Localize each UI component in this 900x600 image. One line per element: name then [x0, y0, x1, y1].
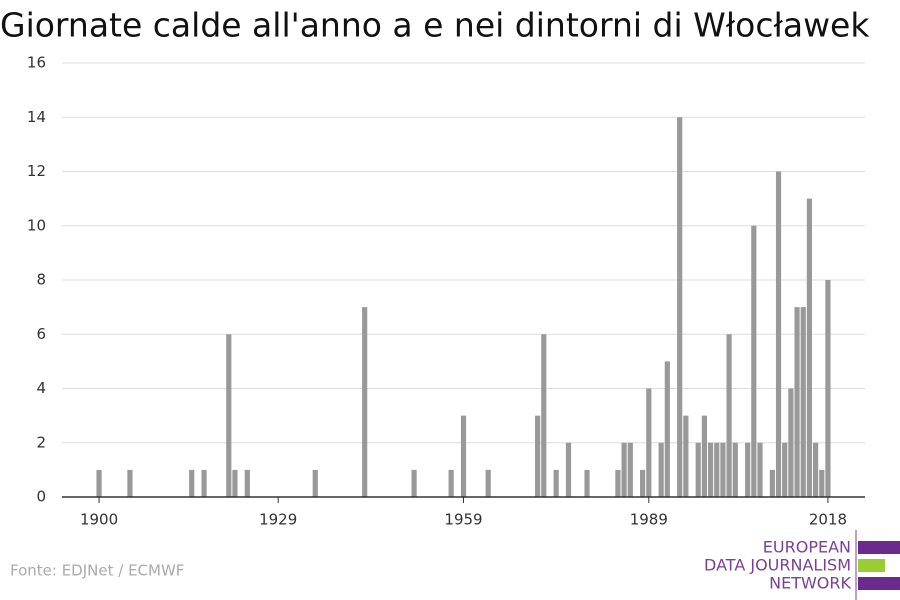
bar	[701, 415, 707, 497]
bar	[745, 442, 751, 497]
bar	[769, 469, 775, 497]
logo-bar	[858, 541, 900, 554]
bar	[812, 442, 819, 497]
bar	[485, 469, 491, 497]
bar	[720, 442, 726, 497]
y-tick-label: 8	[36, 271, 46, 289]
bar	[677, 117, 683, 497]
x-tick-label: 1989	[630, 511, 668, 529]
bar	[707, 442, 714, 497]
x-tick-label: 1929	[259, 511, 297, 529]
bar	[244, 469, 250, 497]
bar	[621, 442, 627, 497]
bar	[201, 469, 207, 497]
y-tick-label: 10	[27, 216, 46, 234]
bar	[226, 334, 232, 497]
bar	[535, 415, 541, 497]
bar	[800, 307, 806, 497]
bar	[819, 469, 825, 497]
bar	[646, 388, 652, 497]
bar	[189, 469, 195, 497]
bar	[640, 469, 646, 497]
logo-bar	[858, 559, 885, 572]
y-tick-label: 4	[36, 379, 46, 397]
bar	[541, 334, 547, 497]
y-tick-label: 16	[27, 54, 46, 72]
logo-text: EUROPEAN	[763, 538, 851, 557]
bar	[788, 388, 794, 497]
bar	[553, 469, 559, 497]
source: Fonte: EDJNet / ECMWF	[10, 562, 184, 580]
bar	[732, 442, 738, 497]
bar	[312, 469, 318, 497]
bar	[726, 334, 732, 497]
bar	[411, 469, 417, 497]
x-tick-label: 1959	[444, 511, 482, 529]
bar	[127, 469, 133, 497]
bar	[714, 442, 720, 497]
bar	[806, 198, 813, 497]
bar	[757, 442, 763, 497]
y-tick-label: 12	[27, 162, 46, 180]
bar	[683, 415, 689, 497]
bar	[695, 442, 701, 497]
bar	[96, 469, 102, 497]
bar	[751, 225, 757, 497]
bar	[627, 442, 633, 497]
y-tick-label: 14	[27, 108, 46, 126]
bar	[565, 442, 572, 497]
x-tick-label: 1900	[80, 511, 118, 529]
logo-text: DATA JOURNALISM	[704, 556, 851, 575]
bar	[825, 280, 831, 497]
bar	[775, 171, 782, 497]
bar	[794, 307, 800, 497]
chart-title: Giornate calde all'anno a e nei dintorni…	[0, 6, 870, 45]
x-tick-label: 2018	[809, 511, 847, 529]
bar	[658, 442, 664, 497]
logo-bar	[858, 577, 900, 590]
bar	[460, 415, 467, 497]
y-tick-label: 0	[36, 488, 46, 506]
bar	[664, 361, 670, 497]
y-tick-label: 2	[36, 433, 46, 451]
logo-text: NETWORK	[769, 574, 851, 593]
bar	[584, 469, 590, 497]
bar	[615, 469, 621, 497]
bar	[232, 469, 238, 497]
bar	[362, 307, 368, 497]
y-tick-label: 6	[36, 325, 46, 343]
bar	[782, 442, 788, 497]
bar	[448, 469, 454, 497]
